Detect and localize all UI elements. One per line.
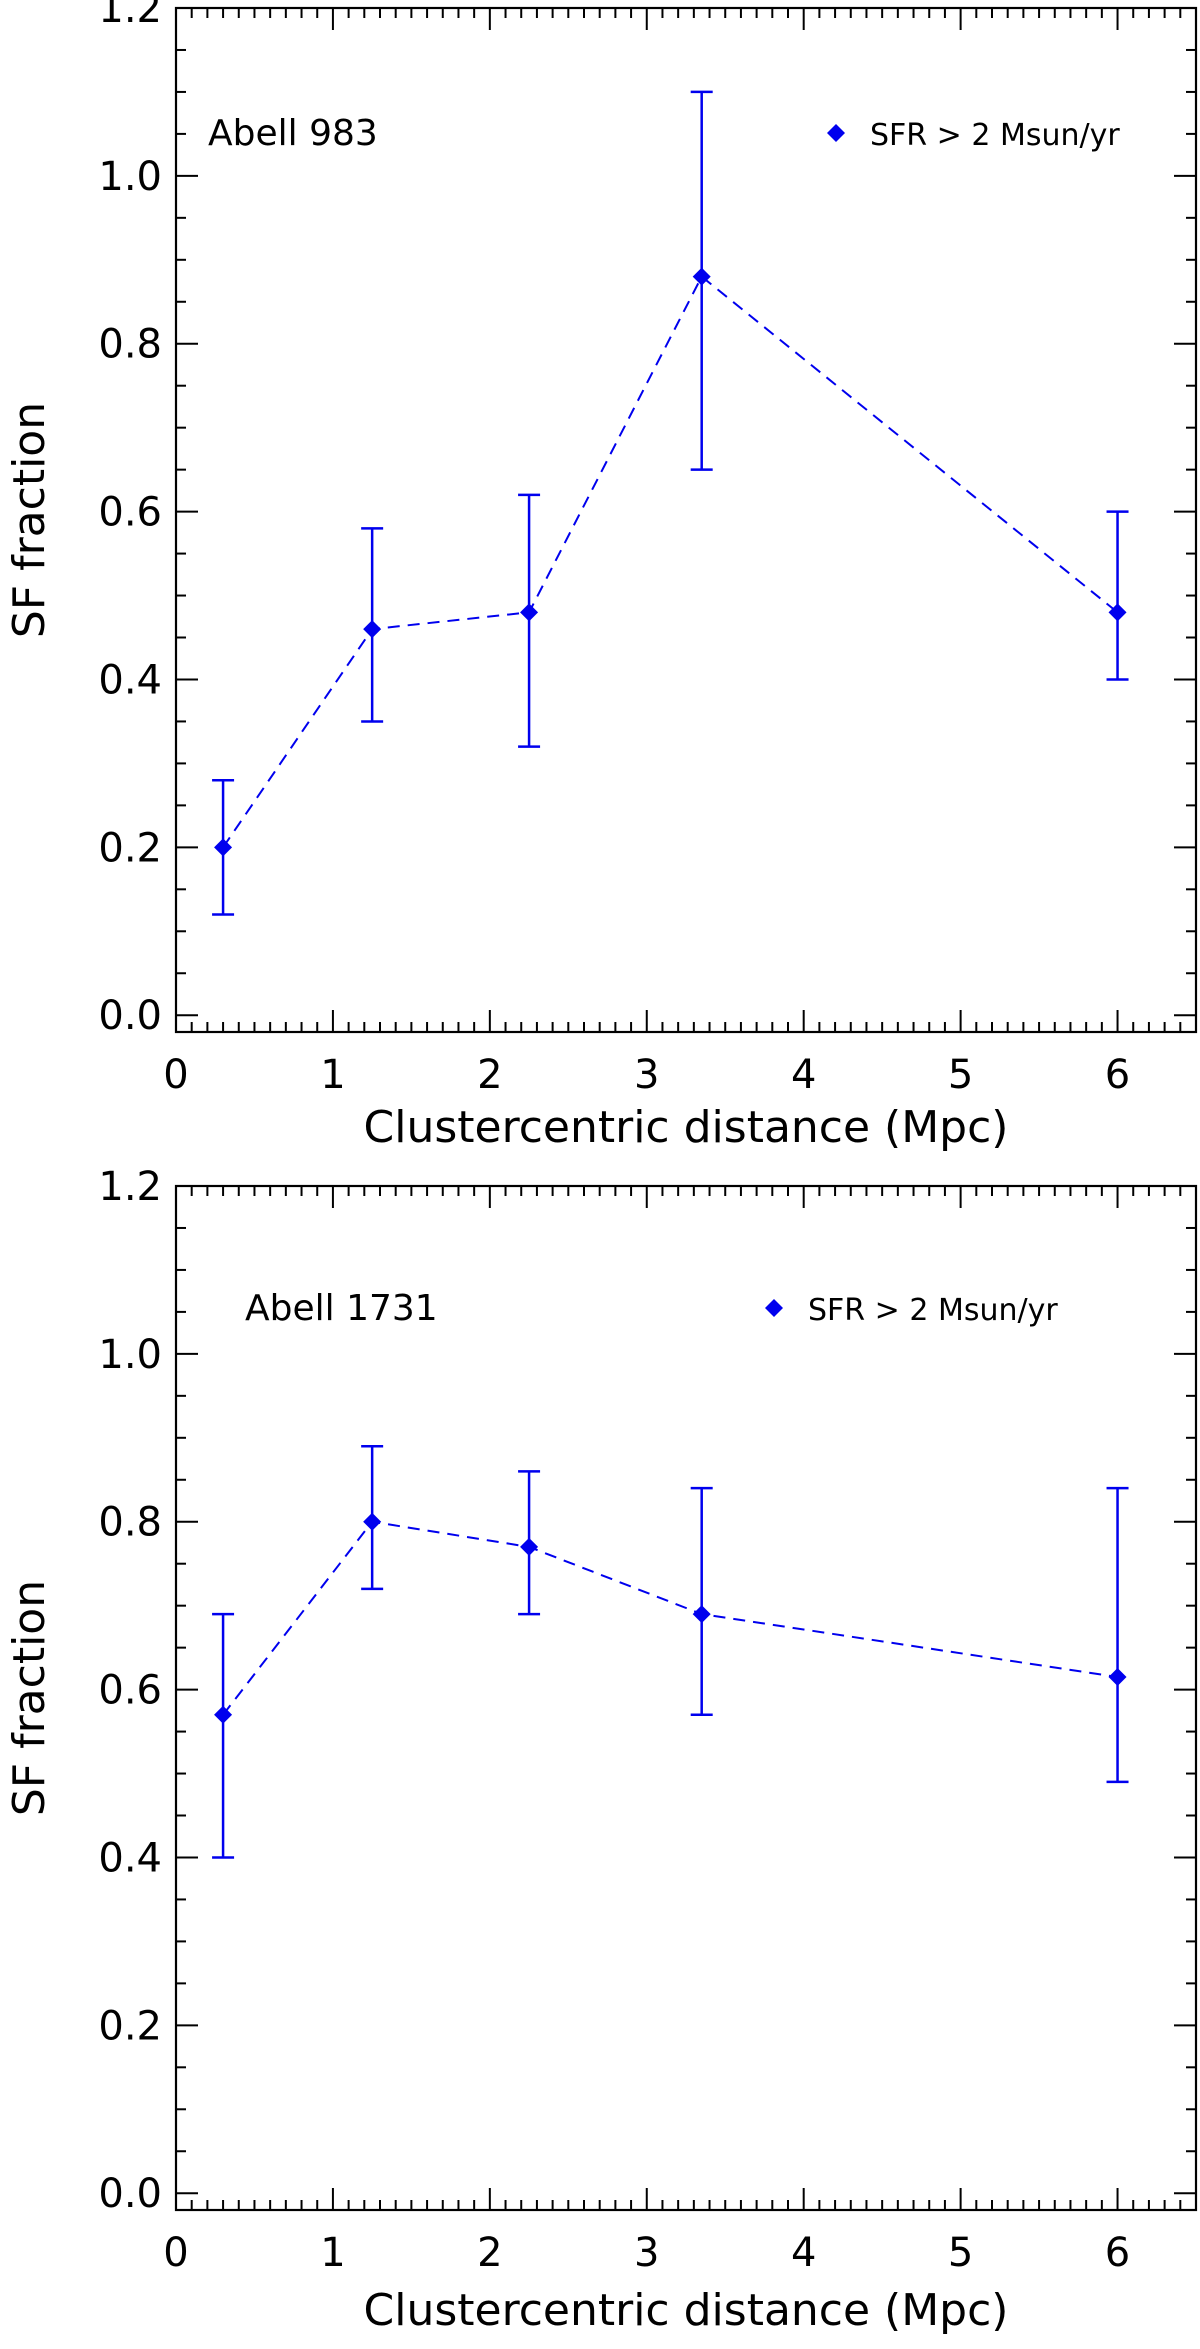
series-1: [212, 1444, 1129, 1859]
series-dashed-line: [222, 275, 1119, 848]
x-tick-label: 6: [1105, 2230, 1130, 2276]
x-tick-label: 6: [1105, 1052, 1130, 1098]
x-tick-label: 1: [320, 2230, 345, 2276]
x-tick-label: 2: [477, 1052, 502, 1098]
legend-marker-diamond: [827, 124, 845, 142]
y-tick-label: 0.2: [98, 2003, 162, 2049]
y-tick-label: 1.2: [98, 1164, 162, 1210]
data-point-diamond: [692, 1605, 711, 1624]
plot-frame: [174, 1184, 1198, 2212]
x-axis-label: Clustercentric distance (Mpc): [364, 1102, 1009, 1153]
y-tick-label: 1.0: [98, 1332, 162, 1378]
x-tick-label: 1: [320, 1052, 345, 1098]
legend: SFR > 2 Msun/yr: [765, 1293, 1058, 1328]
y-tick-label: 0.8: [98, 1500, 162, 1546]
data-point-diamond: [1108, 1668, 1127, 1687]
data-point-diamond: [520, 603, 539, 622]
data-point-diamond: [363, 620, 382, 639]
y-tick-label: 0.0: [98, 2171, 162, 2217]
chart-panel-1: 0 1 2 3 4 5 6 0.0 0.2 0.4 0.6 0.8 1.0 1.2 Clustercentr…: [4, 0, 1198, 1153]
data-point-diamond: [1108, 603, 1127, 622]
plot-frame: [174, 6, 1198, 1034]
chart-panel-2: 0 1 2 3 4 5 6 0.0 0.2 0.4 0.6 0.8 1.0 1.2 Clustercentr…: [4, 1164, 1198, 2336]
data-point-diamond: [363, 1512, 382, 1531]
series-dashed-line: [222, 1520, 1118, 1716]
x-axis: 0 1 2 3 4 5 6: [163, 1186, 1197, 2276]
legend-label: SFR > 2 Msun/yr: [808, 1293, 1058, 1328]
x-axis-label: Clustercentric distance (Mpc): [364, 2285, 1009, 2336]
y-tick-label: 1.2: [98, 0, 162, 32]
x-tick-label: 5: [948, 2230, 973, 2276]
data-point-diamond: [520, 1537, 539, 1556]
x-tick-label: 4: [791, 1052, 816, 1098]
x-tick-label: 3: [634, 2230, 659, 2276]
data-point-diamond: [214, 838, 233, 857]
y-tick-label: 0.0: [98, 993, 162, 1039]
y-axis-label: SF fraction: [4, 1580, 55, 1816]
y-tick-label: 0.2: [98, 825, 162, 871]
series-1: [212, 90, 1129, 916]
y-tick-label: 0.6: [98, 490, 162, 536]
data-point-diamond: [692, 267, 711, 286]
y-axis-label: SF fraction: [4, 402, 55, 638]
x-tick-label: 5: [948, 1052, 973, 1098]
x-tick-label: 0: [163, 1052, 188, 1098]
y-axis: 0.0 0.2 0.4 0.6 0.8 1.0 1.2: [98, 0, 1196, 1039]
y-tick-label: 0.8: [98, 322, 162, 368]
cluster-name-annotation: Abell 1731: [245, 1288, 438, 1329]
x-tick-label: 0: [163, 2230, 188, 2276]
x-tick-label: 3: [634, 1052, 659, 1098]
x-tick-label: 4: [791, 2230, 816, 2276]
x-axis: 0 1 2 3 4 5 6: [163, 8, 1197, 1098]
data-point-diamond: [214, 1705, 233, 1724]
legend: SFR > 2 Msun/yr: [827, 118, 1120, 153]
legend-label: SFR > 2 Msun/yr: [870, 118, 1120, 153]
y-tick-label: 0.4: [98, 657, 162, 703]
cluster-name-annotation: Abell 983: [208, 113, 378, 154]
y-tick-label: 1.0: [98, 154, 162, 200]
legend-marker-diamond: [765, 1299, 783, 1317]
y-axis: 0.0 0.2 0.4 0.6 0.8 1.0 1.2: [98, 1164, 1196, 2217]
x-tick-label: 2: [477, 2230, 502, 2276]
y-tick-label: 0.6: [98, 1668, 162, 1714]
y-tick-label: 0.4: [98, 1835, 162, 1881]
